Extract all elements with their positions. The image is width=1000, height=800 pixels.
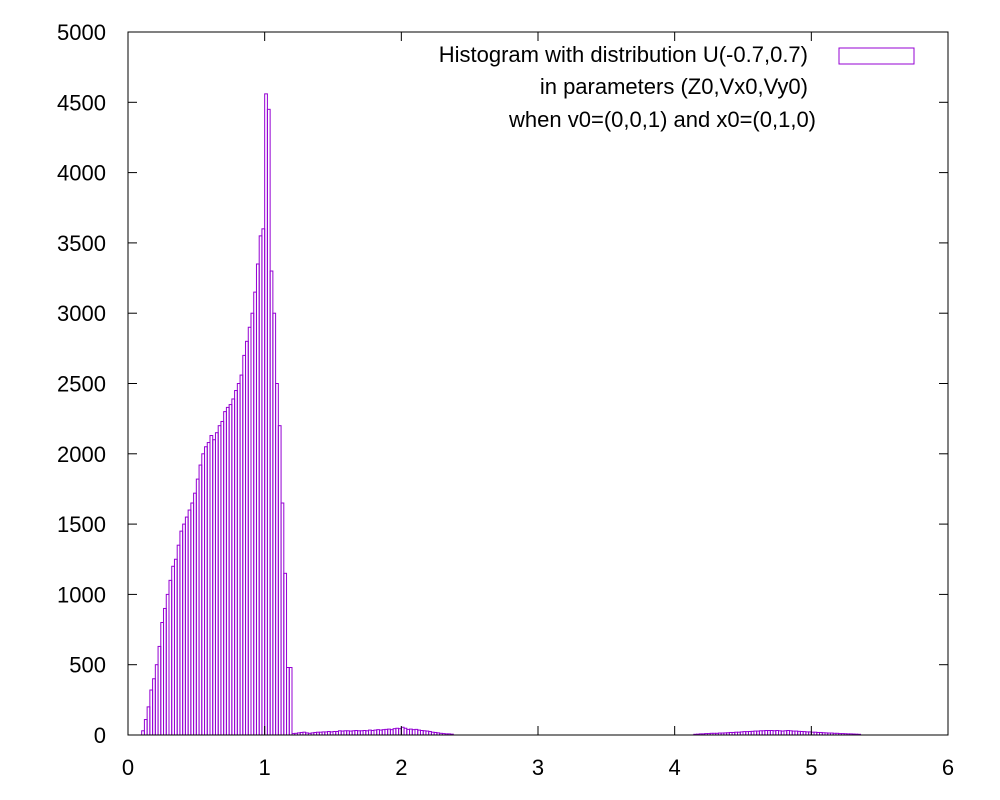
y-tick-label: 5000 <box>57 20 106 45</box>
x-tick-label: 6 <box>942 755 954 780</box>
y-tick-labels: 0 500 1000 1500 2000 2500 3000 3500 4000 4500 5000 <box>57 20 106 748</box>
legend-swatch <box>838 47 915 65</box>
x-tick-label: 2 <box>395 755 407 780</box>
y-tick-label: 0 <box>94 723 106 748</box>
y-tick-label: 1000 <box>57 582 106 607</box>
y-tick-label: 500 <box>69 653 106 678</box>
x-tick-label: 1 <box>259 755 271 780</box>
legend-line-1: Histogram with distribution U(-0.7,0.7) <box>439 42 808 67</box>
y-tick-label: 4500 <box>57 90 106 115</box>
legend: Histogram with distribution U(-0.7,0.7) … <box>439 42 915 132</box>
x-tick-label: 5 <box>805 755 817 780</box>
x-tick-label: 3 <box>532 755 544 780</box>
y-tick-label: 4000 <box>57 161 106 186</box>
y-tick-label: 3500 <box>57 231 106 256</box>
x-tick-label: 4 <box>669 755 681 780</box>
x-tick-label: 0 <box>122 755 134 780</box>
y-tick-label: 2500 <box>57 372 106 397</box>
axis-ticks <box>127 31 949 736</box>
legend-line-3: when v0=(0,0,1) and x0=(0,1,0) <box>508 107 816 132</box>
y-tick-label: 3000 <box>57 301 106 326</box>
histogram-bars <box>141 93 862 736</box>
legend-line-2: in parameters (Z0,Vx0,Vy0) <box>540 74 808 99</box>
x-tick-labels: 0 1 2 3 4 5 6 <box>122 755 954 780</box>
y-tick-label: 1500 <box>57 512 106 537</box>
y-tick-label: 2000 <box>57 442 106 467</box>
histogram-bar <box>288 667 293 736</box>
